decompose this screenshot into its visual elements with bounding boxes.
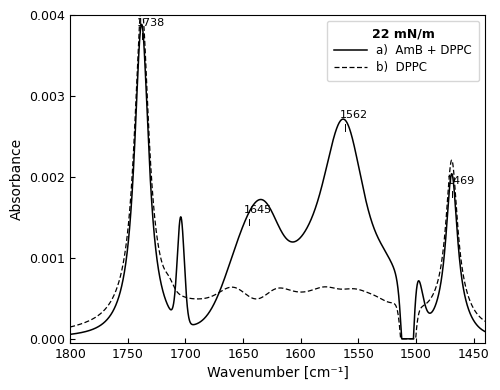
a)  AmB + DPPC [377, 239, 383, 244]
a)  AmB + DPPC [337, 119, 343, 124]
Legend: a)  AmB + DPPC, b)  DPPC: a) AmB + DPPC, b) DPPC [327, 21, 480, 81]
b)  DPPC [67, 325, 73, 330]
X-axis label: Wavenumber [cm⁻¹]: Wavenumber [cm⁻¹] [206, 366, 348, 380]
a)  AmB + DPPC [226, 264, 232, 268]
b)  DPPC [138, 4, 144, 9]
a)  AmB + DPPC [408, 337, 414, 341]
b)  DPPC [337, 287, 343, 291]
b)  DPPC [142, 57, 148, 62]
a)  AmB + DPPC [67, 332, 73, 337]
a)  AmB + DPPC [482, 329, 488, 334]
Text: 1469: 1469 [447, 177, 476, 186]
b)  DPPC [377, 296, 383, 300]
b)  DPPC [408, 337, 414, 341]
a)  AmB + DPPC [316, 194, 322, 199]
Text: 1562: 1562 [340, 110, 368, 120]
a)  AmB + DPPC [398, 337, 404, 341]
a)  AmB + DPPC [142, 76, 148, 81]
Line: b)  DPPC: b) DPPC [70, 6, 485, 339]
b)  DPPC [316, 285, 322, 290]
b)  DPPC [226, 285, 232, 290]
b)  DPPC [398, 337, 404, 341]
Line: a)  AmB + DPPC: a) AmB + DPPC [70, 24, 485, 339]
Y-axis label: Absorbance: Absorbance [10, 138, 24, 220]
a)  AmB + DPPC [138, 22, 144, 27]
Text: 1645: 1645 [244, 205, 272, 215]
Text: 1738: 1738 [137, 18, 166, 28]
b)  DPPC [482, 319, 488, 324]
